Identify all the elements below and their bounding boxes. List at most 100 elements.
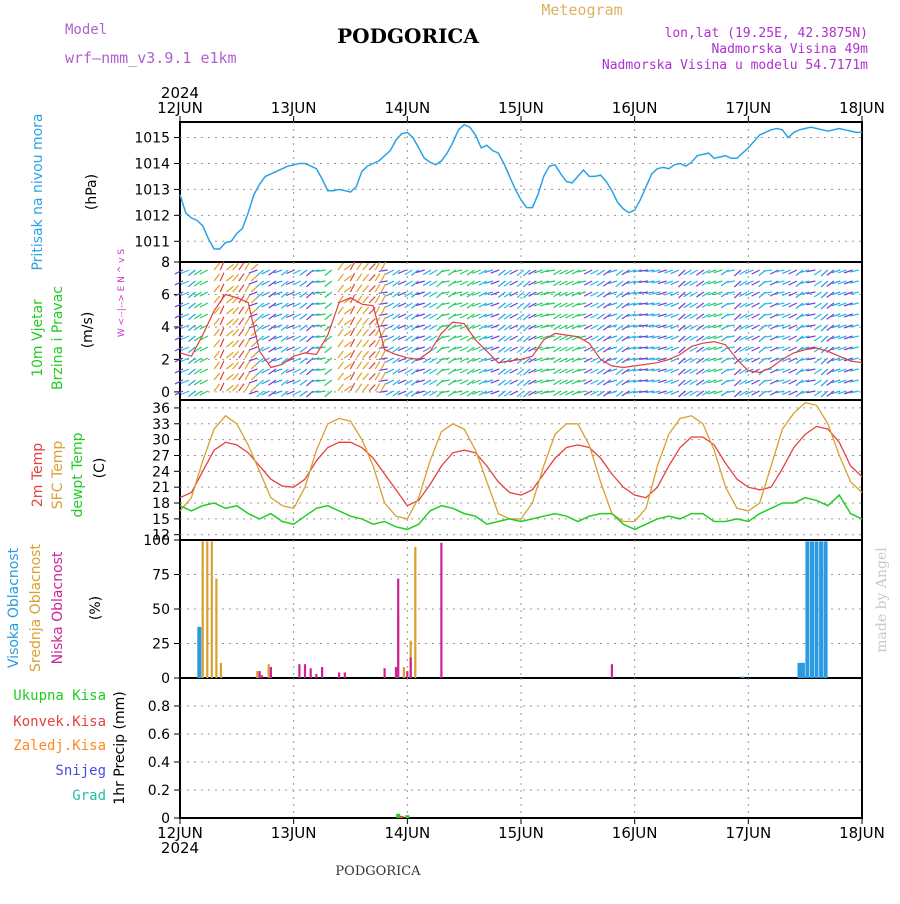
wind-arrow (471, 368, 481, 373)
wind-arrow (775, 313, 785, 317)
wind-arrow (299, 280, 308, 287)
wind-arrow (583, 357, 593, 363)
wind-arrow (565, 302, 574, 308)
wind-arrow (193, 346, 202, 353)
wind-arrow (603, 335, 612, 342)
wind-arrow (800, 335, 810, 339)
wind-arrow (440, 335, 450, 339)
y-tick-label: 4 (161, 320, 170, 336)
wind-arrow (180, 313, 190, 319)
wind-arrow (725, 390, 735, 394)
wind-arrow (356, 262, 363, 271)
wind-arrow (248, 346, 258, 351)
wind-arrow (820, 390, 829, 398)
wind-arrow (484, 302, 494, 307)
wind-arrow (795, 291, 804, 299)
wind-arrow (782, 346, 791, 351)
wind-arrow (707, 324, 717, 329)
wind-arrow (503, 390, 512, 397)
wind-arrow (316, 368, 326, 371)
wind-arrow (174, 324, 184, 330)
wind-arrow (763, 269, 773, 272)
wind-arrow (292, 269, 302, 275)
wind-arrow (751, 291, 760, 297)
wind-arrow (596, 280, 605, 287)
wind-arrow (292, 280, 302, 286)
wind-arrow (782, 280, 791, 285)
wind-arrow (261, 335, 271, 341)
wind-arrow (478, 346, 488, 352)
wind-arrow (385, 357, 395, 363)
wind-arrow (725, 269, 735, 273)
wind-arrow (788, 368, 798, 374)
wind-arrow (800, 357, 810, 361)
precip-legend-0: Ukupna Kisa (13, 688, 106, 704)
wind-arrow (763, 302, 773, 305)
wind-arrow (701, 302, 711, 308)
wind-arrow (701, 379, 711, 385)
wind-arrow (590, 368, 599, 374)
y-tick-label: 15 (152, 512, 170, 528)
wind-arrow (565, 324, 574, 330)
wind-arrow (820, 302, 829, 310)
wind-arrow (516, 280, 525, 288)
wind-arrow (639, 335, 649, 338)
wind-arrow (608, 390, 618, 395)
wind-arrow (268, 324, 277, 331)
wind-arrow (831, 291, 841, 296)
wind-arrow (273, 335, 283, 340)
wind-arrow (626, 324, 636, 329)
wind-arrow (299, 335, 308, 342)
y-tick-label: 0 (161, 671, 170, 687)
wind-arrow (484, 335, 494, 340)
wind-arrow (639, 302, 649, 305)
wind-arrow (429, 269, 438, 276)
wind-arrow (769, 302, 779, 308)
wind-arrow (292, 346, 302, 352)
wind-arrow (478, 269, 488, 275)
wind-arrow (440, 313, 450, 317)
wind-arrow (725, 346, 735, 350)
wind-arrow (453, 313, 463, 317)
wind-arrow (577, 269, 587, 273)
wind-arrow (590, 291, 599, 297)
wind-arrow (188, 379, 196, 387)
wind-arrow (608, 335, 618, 340)
y-tick-label: 30 (152, 433, 170, 449)
wind-arrow (422, 291, 432, 298)
wind-arrow (769, 368, 779, 374)
wind-arrow (232, 273, 240, 282)
wind-arrow (503, 280, 512, 287)
wind-arrow (392, 379, 401, 386)
wind-arrow (471, 335, 481, 340)
wind-arrow (448, 324, 457, 331)
wind-arrow (213, 295, 221, 304)
wind-arrow (188, 324, 196, 332)
wind-arrow (248, 390, 258, 395)
wind-arrow (397, 291, 407, 297)
wind-arrow (286, 302, 295, 308)
wind-arrow (180, 379, 190, 385)
wind-arrow (769, 346, 779, 352)
wind-arrow (565, 379, 574, 385)
wind-arrow (244, 371, 251, 381)
wind-arrow (356, 383, 363, 392)
wind-arrow (193, 302, 202, 309)
wind-arrow (639, 324, 649, 327)
wind-arrow (590, 269, 599, 275)
wind-arrow (343, 319, 352, 326)
cloud-axis-title-2: Niska Oblacnost (50, 551, 66, 664)
wind-arrow (466, 379, 475, 386)
elevation-text: Nadmorska Visina 49m (711, 42, 868, 57)
wind-arrow (478, 357, 488, 363)
wind-arrow (378, 379, 388, 382)
wind-arrow (559, 368, 568, 374)
wind-arrow (256, 280, 264, 288)
wind-arrow (429, 368, 438, 375)
wind-arrow (238, 372, 245, 381)
wind-arrow (739, 280, 748, 287)
wind-arrow (546, 368, 556, 372)
wind-arrow (849, 379, 859, 383)
wind-arrow (849, 324, 859, 328)
wind-arrow (533, 390, 543, 395)
